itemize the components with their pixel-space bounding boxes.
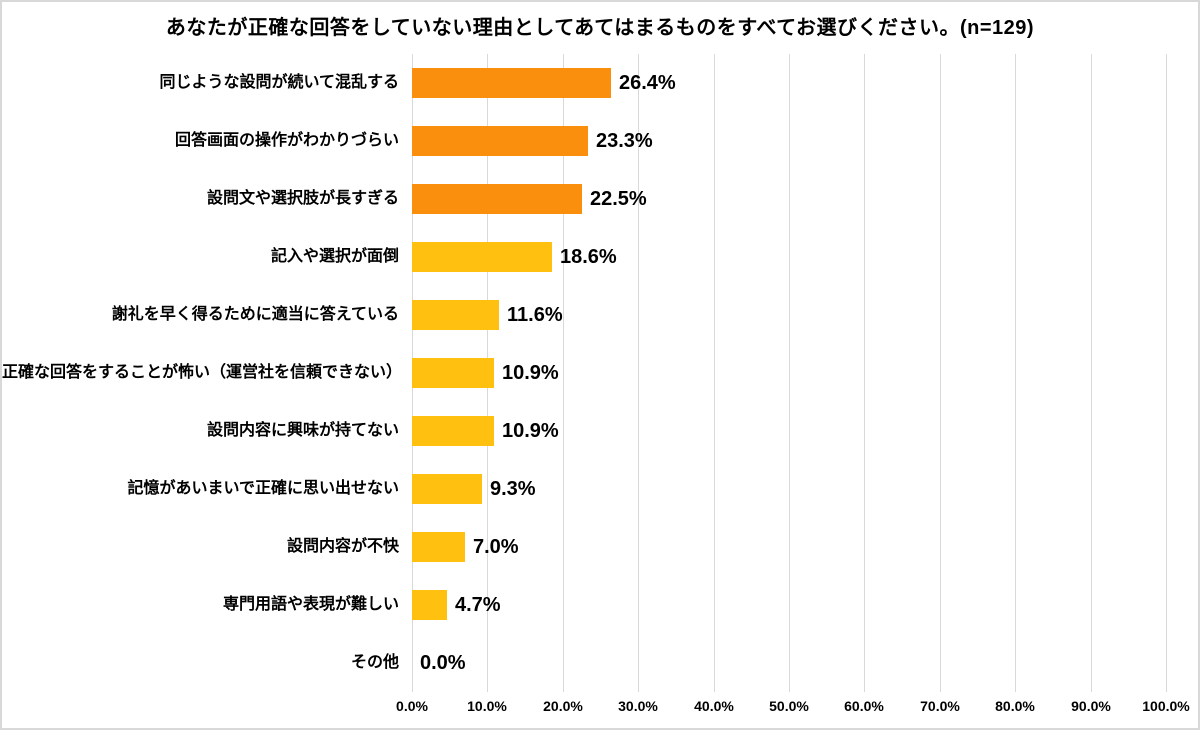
plot-area — [412, 54, 1167, 692]
x-axis-tick-label: 30.0% — [618, 698, 658, 714]
value-label: 7.0% — [473, 536, 519, 558]
category-label: その他 — [350, 654, 399, 671]
category-label: 設問文や選択肢が長すぎる — [206, 190, 399, 207]
category-label: 同じような設問が続いて混乱する — [159, 74, 399, 91]
value-label: 0.0% — [420, 652, 466, 674]
bar — [412, 532, 465, 562]
gridline — [563, 54, 564, 692]
gridline — [1166, 54, 1167, 692]
bar — [412, 590, 447, 620]
value-label: 10.9% — [502, 420, 559, 442]
category-label: 正確な回答をすることが怖い（運営社を信頼できない） — [2, 364, 403, 381]
value-label: 9.3% — [490, 478, 536, 500]
x-axis-tick-label: 40.0% — [694, 698, 734, 714]
x-axis-tick-label: 10.0% — [467, 698, 507, 714]
x-axis-tick-label: 60.0% — [844, 698, 884, 714]
bar — [412, 416, 494, 446]
gridline — [638, 54, 639, 692]
x-axis-tick-label: 100.0% — [1142, 698, 1190, 714]
gridline — [789, 54, 790, 692]
bar — [412, 126, 588, 156]
category-label: 記憶があいまいで正確に思い出せない — [127, 480, 399, 497]
value-label: 18.6% — [560, 246, 617, 268]
x-axis-tick-label: 70.0% — [920, 698, 960, 714]
bar — [412, 68, 611, 98]
category-label: 専門用語や表現が難しい — [222, 596, 399, 613]
x-axis-tick-label: 50.0% — [769, 698, 809, 714]
chart-title: あなたが正確な回答をしていない理由としてあてはまるものをすべてお選びください。(… — [165, 17, 1035, 39]
category-label: 謝礼を早く得るために適当に答えている — [111, 306, 399, 323]
value-label: 10.9% — [502, 362, 559, 384]
gridline — [714, 54, 715, 692]
value-label: 11.6% — [507, 304, 563, 326]
gridline — [1015, 54, 1016, 692]
bar — [412, 184, 582, 214]
gridline — [1091, 54, 1092, 692]
x-axis-tick-label: 90.0% — [1071, 698, 1111, 714]
category-label: 設問内容に興味が持てない — [206, 422, 399, 439]
value-label: 26.4% — [619, 72, 676, 94]
bar — [412, 474, 482, 504]
x-axis-tick-label: 20.0% — [543, 698, 583, 714]
x-axis-tick-label: 80.0% — [995, 698, 1035, 714]
x-axis-tick-label: 0.0% — [396, 698, 428, 714]
bar — [412, 358, 494, 388]
bar — [412, 300, 499, 330]
value-label: 23.3% — [596, 130, 653, 152]
bar — [412, 242, 552, 272]
gridline — [940, 54, 941, 692]
category-label: 設問内容が不快 — [286, 538, 399, 555]
category-label: 回答画面の操作がわかりづらい — [174, 132, 399, 149]
gridline — [864, 54, 865, 692]
category-label: 記入や選択が面倒 — [270, 248, 399, 265]
value-label: 4.7% — [455, 594, 501, 616]
value-label: 22.5% — [590, 188, 647, 210]
